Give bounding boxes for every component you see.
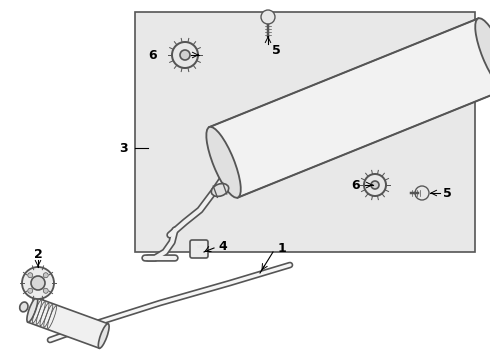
Circle shape [172, 42, 198, 68]
Ellipse shape [211, 184, 229, 197]
Text: 3: 3 [120, 141, 128, 154]
Text: 1: 1 [278, 242, 287, 255]
Circle shape [28, 288, 33, 293]
Text: 5: 5 [443, 186, 452, 199]
Circle shape [43, 273, 49, 278]
Circle shape [371, 181, 379, 189]
Ellipse shape [20, 302, 28, 312]
Ellipse shape [206, 127, 241, 198]
Circle shape [22, 267, 54, 299]
Text: 6: 6 [148, 49, 157, 62]
Circle shape [180, 50, 190, 60]
Ellipse shape [27, 298, 38, 322]
Bar [135, 12, 475, 252]
Text: 5: 5 [272, 44, 281, 57]
Text: 2: 2 [34, 248, 42, 261]
Circle shape [415, 186, 429, 200]
Circle shape [28, 273, 33, 278]
Polygon shape [209, 18, 490, 198]
Ellipse shape [98, 324, 109, 348]
Polygon shape [28, 298, 108, 348]
Circle shape [43, 288, 49, 293]
Ellipse shape [475, 18, 490, 89]
Text: 6: 6 [351, 179, 360, 192]
Circle shape [364, 174, 386, 196]
Circle shape [261, 10, 275, 24]
Text: 4: 4 [218, 239, 227, 252]
Circle shape [31, 276, 45, 290]
FancyBboxPatch shape [190, 240, 208, 258]
